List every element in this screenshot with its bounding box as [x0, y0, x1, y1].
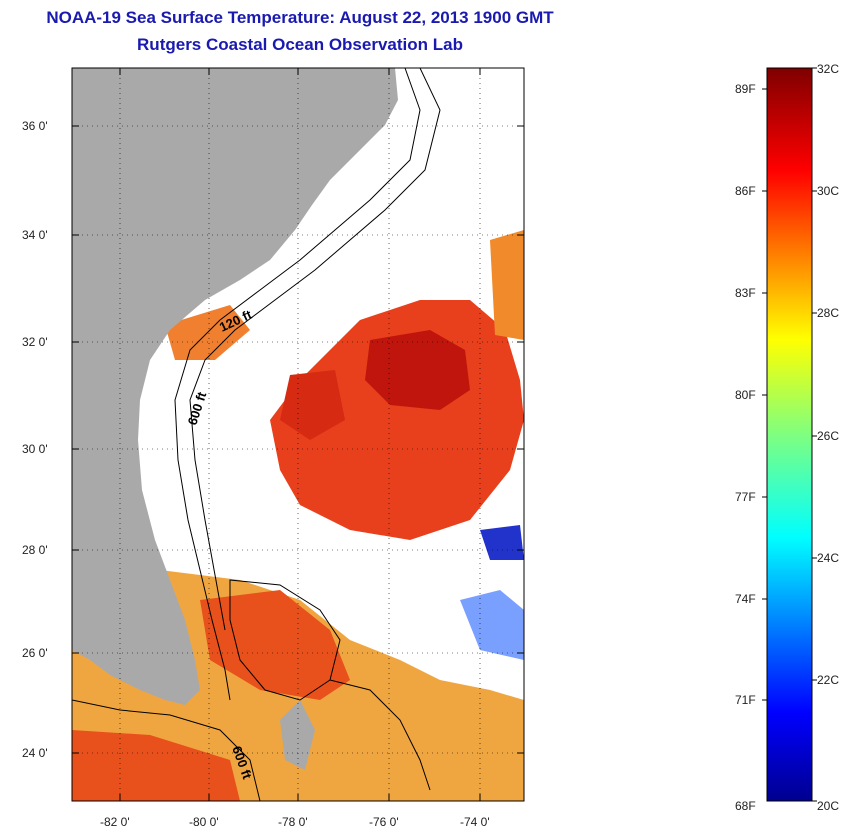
colorbar-label-22c: 22C — [817, 673, 839, 687]
land-mass-andros — [280, 700, 315, 770]
sst-cool-patch-2 — [480, 525, 524, 560]
bathymetry-contours — [72, 68, 441, 801]
colorbar-label-28c: 28C — [817, 306, 839, 320]
lon-label-80: -80 0' — [189, 815, 219, 829]
sst-warm-patch-cuba — [72, 730, 240, 801]
lat-label-26: 26 0' — [22, 646, 48, 660]
colorbar-label-89f: 89F — [735, 82, 756, 96]
colorbar-label-80f: 80F — [735, 388, 756, 402]
lon-label-78: -78 0' — [278, 815, 308, 829]
colorbar-ticks — [762, 67, 817, 802]
lon-label-82: -82 0' — [100, 815, 130, 829]
sst-cool-patch — [460, 590, 524, 660]
lon-label-74: -74 0' — [460, 815, 490, 829]
map-title: NOAA-19 Sea Surface Temperature: August … — [46, 8, 554, 27]
sst-patch-east — [490, 230, 524, 340]
colorbar-label-24c: 24C — [817, 551, 839, 565]
colorbar-label-77f: 77F — [735, 490, 756, 504]
lat-label-30: 30 0' — [22, 442, 48, 456]
lat-label-34: 34 0' — [22, 228, 48, 242]
colorbar-label-26c: 26C — [817, 429, 839, 443]
graticule — [72, 68, 524, 801]
colorbar-label-74f: 74F — [735, 592, 756, 606]
axis-ticks — [72, 68, 524, 801]
land-mass-southeast-us — [72, 68, 398, 705]
sst-warm-patch-bahamas — [200, 590, 350, 700]
lat-label-24: 24 0' — [22, 746, 48, 760]
colorbar — [766, 67, 813, 802]
colorbar-label-86f: 86F — [735, 184, 756, 198]
lon-label-76: -76 0' — [369, 815, 399, 829]
colorbar-label-71f: 71F — [735, 693, 756, 707]
sst-hot-patch-west — [280, 370, 345, 440]
colorbar-label-20c: 20C — [817, 799, 839, 813]
colorbar-label-30c: 30C — [817, 184, 839, 198]
sst-hot-patch — [365, 330, 470, 410]
land-mass-gulf-coast — [72, 490, 100, 545]
colorbar-label-32c: 32C — [817, 62, 839, 76]
lat-label-28: 28 0' — [22, 543, 48, 557]
colorbar-label-83f: 83F — [735, 286, 756, 300]
lat-label-36: 36 0' — [22, 119, 48, 133]
lat-label-32: 32 0' — [22, 335, 48, 349]
map-subtitle: Rutgers Coastal Ocean Observation Lab — [137, 35, 463, 54]
colorbar-label-68f: 68F — [735, 799, 756, 813]
